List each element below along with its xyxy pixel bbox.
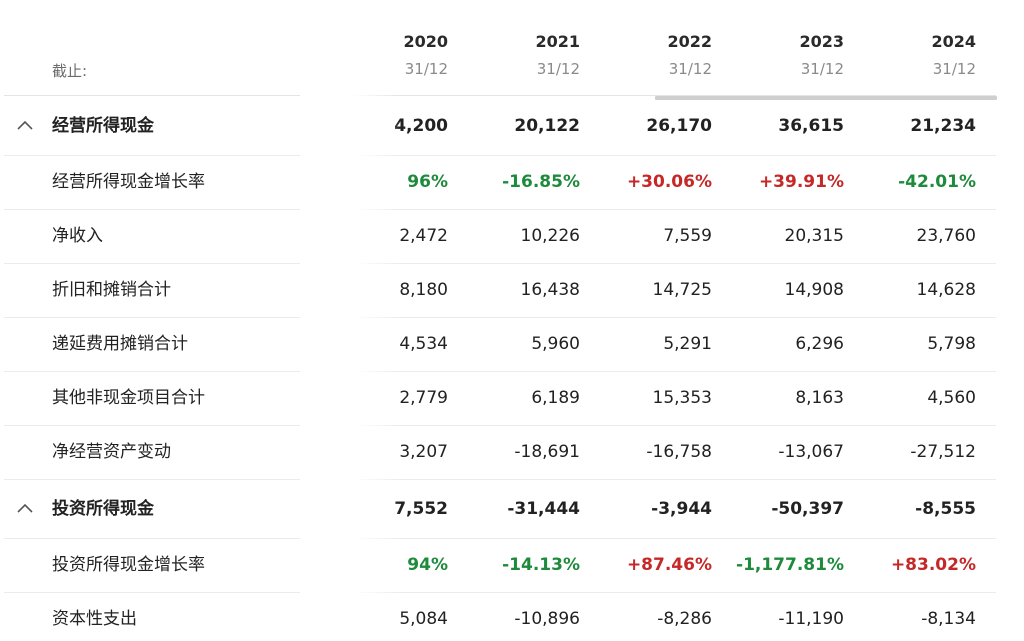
cell-2021: -10,896 xyxy=(514,609,580,629)
column-year: 2020 xyxy=(403,32,448,51)
cell-2022: +87.46% xyxy=(626,555,712,575)
cell-2021: 20,122 xyxy=(514,116,580,136)
cell-2023: -11,190 xyxy=(778,609,844,629)
cell-2022: 14,725 xyxy=(652,280,712,300)
cell-2022: 15,353 xyxy=(652,388,712,408)
cell-2022: +30.06% xyxy=(626,172,712,192)
row-label: 递延费用摊销合计 xyxy=(52,334,188,354)
section-row[interactable]: 投资所得现金 7,552 -31,444 -3,944 -50,397 -8,555 xyxy=(4,480,996,539)
row-label: 投资所得现金 xyxy=(52,499,154,519)
cell-2024: -42.01% xyxy=(898,172,976,192)
row-label: 净收入 xyxy=(52,226,103,246)
row-label: 投资所得现金增长率 xyxy=(52,555,205,575)
cell-2023: 20,315 xyxy=(784,226,844,246)
table-row: 资本性支出 5,084 -10,896 -8,286 -11,190 -8,134 xyxy=(4,593,996,641)
cell-2020: 3,207 xyxy=(399,442,448,462)
cell-2022: 26,170 xyxy=(646,116,712,136)
cell-2020: 2,472 xyxy=(399,226,448,246)
column-date: 31/12 xyxy=(404,60,448,78)
cell-2020: 96% xyxy=(407,172,448,192)
cell-2023: +39.91% xyxy=(758,172,844,192)
cell-2024: 4,560 xyxy=(927,388,976,408)
cell-2021: 10,226 xyxy=(520,226,580,246)
cell-2021: -18,691 xyxy=(514,442,580,462)
cell-2023: -50,397 xyxy=(771,499,844,519)
cell-2024: 21,234 xyxy=(910,116,976,136)
cell-2020: 4,534 xyxy=(399,334,448,354)
column-year: 2021 xyxy=(535,32,580,51)
header-divider xyxy=(4,95,996,96)
cell-2023: 14,908 xyxy=(784,280,844,300)
cell-2020: 7,552 xyxy=(394,499,448,519)
column-header-2023[interactable]: 2023 31/12 xyxy=(724,32,844,78)
table-row: 投资所得现金增长率 94% -14.13% +87.46% -1,177.81% +83.… xyxy=(4,539,996,593)
table-row: 递延费用摊销合计 4,534 5,960 5,291 6,296 5,798 xyxy=(4,318,996,372)
table-row: 净收入 2,472 10,226 7,559 20,315 23,760 xyxy=(4,210,996,264)
column-date: 31/12 xyxy=(668,60,712,78)
row-label: 其他非现金项目合计 xyxy=(52,388,205,408)
cell-2024: 5,798 xyxy=(927,334,976,354)
cell-2021: -31,444 xyxy=(507,499,580,519)
cell-2023: 8,163 xyxy=(795,388,844,408)
cell-2021: 16,438 xyxy=(520,280,580,300)
column-header-2022[interactable]: 2022 31/12 xyxy=(592,32,712,78)
column-year: 2024 xyxy=(931,32,976,51)
cell-2022: -3,944 xyxy=(651,499,712,519)
cell-2023: 6,296 xyxy=(795,334,844,354)
cell-2020: 2,779 xyxy=(399,388,448,408)
row-label: 经营所得现金增长率 xyxy=(52,172,205,192)
column-year: 2023 xyxy=(799,32,844,51)
cell-2022: -16,758 xyxy=(646,442,712,462)
cell-2023: 36,615 xyxy=(778,116,844,136)
cell-2022: -8,286 xyxy=(657,609,712,629)
cell-2020: 8,180 xyxy=(399,280,448,300)
cell-2024: 14,628 xyxy=(916,280,976,300)
cell-2024: +83.02% xyxy=(890,555,976,575)
column-date: 31/12 xyxy=(932,60,976,78)
row-label: 净经营资产变动 xyxy=(52,442,171,462)
cell-2024: 23,760 xyxy=(916,226,976,246)
table-row: 经营所得现金增长率 96% -16.85% +30.06% +39.91% -42.01% xyxy=(4,156,996,210)
table-body: 经营所得现金 4,200 20,122 26,170 36,615 21,234 经营所得现… xyxy=(0,97,996,641)
column-header-2021[interactable]: 2021 31/12 xyxy=(460,32,580,78)
row-label: 折旧和摊销合计 xyxy=(52,280,171,300)
column-header-2024[interactable]: 2024 31/12 xyxy=(856,32,976,78)
cell-2022: 7,559 xyxy=(663,226,712,246)
cell-2020: 5,084 xyxy=(399,609,448,629)
table-header: 截止: 2020 31/12 2021 31/12 2022 31/12 202… xyxy=(0,0,997,100)
cell-2020: 94% xyxy=(407,555,448,575)
chevron-up-icon[interactable] xyxy=(16,500,34,518)
cell-2020: 4,200 xyxy=(394,116,448,136)
horizontal-scrollbar[interactable] xyxy=(655,96,997,100)
column-header-2020[interactable]: 2020 31/12 xyxy=(328,32,448,78)
cell-2021: 5,960 xyxy=(531,334,580,354)
cell-2022: 5,291 xyxy=(663,334,712,354)
cell-2024: -8,555 xyxy=(915,499,976,519)
cell-2023: -13,067 xyxy=(778,442,844,462)
cell-2023: -1,177.81% xyxy=(736,555,844,575)
table-row: 折旧和摊销合计 8,180 16,438 14,725 14,908 14,628 xyxy=(4,264,996,318)
table-row: 其他非现金项目合计 2,779 6,189 15,353 8,163 4,560 xyxy=(4,372,996,426)
section-row[interactable]: 经营所得现金 4,200 20,122 26,170 36,615 21,234 xyxy=(4,97,996,156)
column-date: 31/12 xyxy=(800,60,844,78)
cell-2021: -16.85% xyxy=(502,172,580,192)
table-row: 净经营资产变动 3,207 -18,691 -16,758 -13,067 -27,512 xyxy=(4,426,996,480)
cell-2021: 6,189 xyxy=(531,388,580,408)
chevron-up-icon[interactable] xyxy=(16,117,34,135)
row-label: 经营所得现金 xyxy=(52,116,154,136)
cell-2024: -27,512 xyxy=(910,442,976,462)
column-date: 31/12 xyxy=(536,60,580,78)
column-year: 2022 xyxy=(667,32,712,51)
row-label: 资本性支出 xyxy=(52,609,137,629)
cell-2021: -14.13% xyxy=(502,555,580,575)
cell-2024: -8,134 xyxy=(921,609,976,629)
as-of-label: 截止: xyxy=(52,62,88,80)
